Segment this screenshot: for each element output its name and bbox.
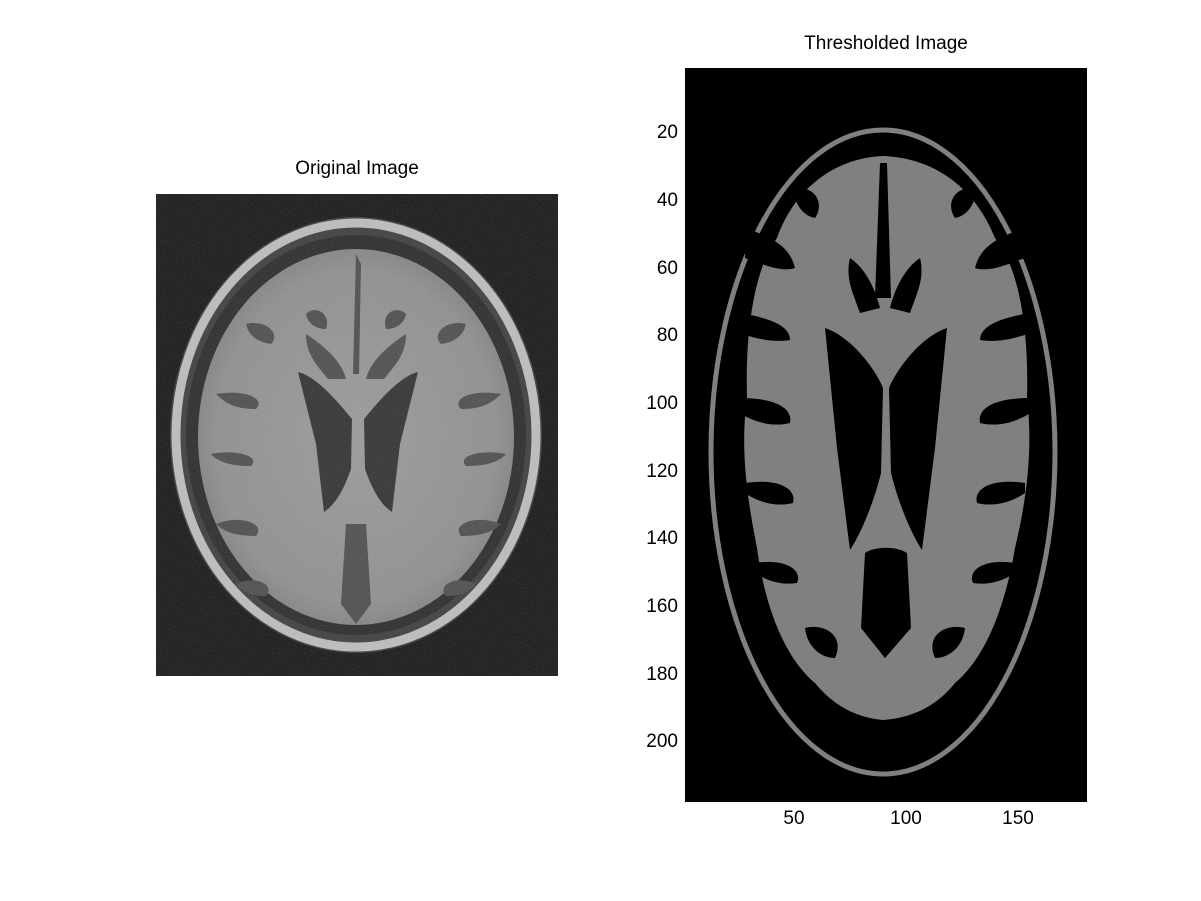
thresholded-image [685, 68, 1087, 802]
thresholded-brain-image [685, 68, 1087, 802]
original-image [156, 194, 558, 676]
y-tick-label: 40 [656, 190, 678, 211]
y-tick-label: 180 [646, 664, 678, 685]
x-tick-label: 100 [890, 808, 922, 829]
y-tick-label: 200 [646, 731, 678, 752]
original-brain-image [156, 194, 558, 676]
left-panel-title: Original Image [295, 158, 419, 179]
y-tick-label: 60 [656, 258, 678, 279]
x-tick-label: 50 [783, 808, 805, 829]
y-tick-label: 120 [646, 461, 678, 482]
y-tick-label: 160 [646, 596, 678, 617]
y-tick-label: 80 [656, 325, 678, 346]
right-panel-title: Thresholded Image [804, 33, 968, 54]
y-tick-label: 140 [646, 528, 678, 549]
y-tick-label: 20 [656, 122, 678, 143]
y-tick-label: 100 [646, 393, 678, 414]
x-tick-label: 150 [1002, 808, 1034, 829]
